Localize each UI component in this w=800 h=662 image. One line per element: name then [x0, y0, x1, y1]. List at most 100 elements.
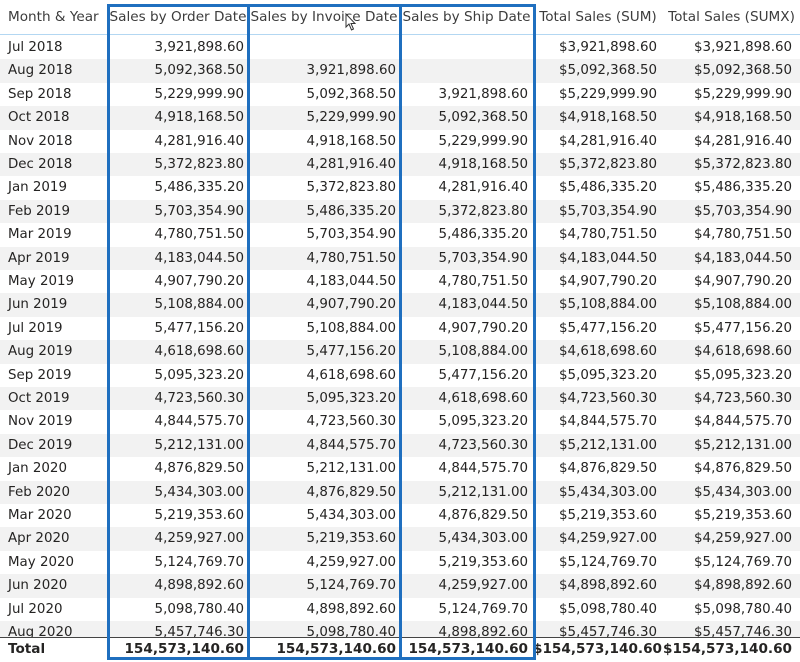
invoice-date-cell: 5,092,368.50: [306, 86, 396, 102]
column-header-month-year[interactable]: Month & Year: [8, 9, 99, 25]
total-sumx-cell: $5,229,999.90: [694, 86, 792, 102]
table-row[interactable]: Jul 2020 5,098,780.40 4,898,892.60 5,124,76…: [0, 598, 800, 621]
table-row[interactable]: Jul 2018 3,921,898.60 $3,921,898.60 $3,921,…: [0, 36, 800, 59]
total-sum-cell: $4,918,168.50: [559, 110, 657, 126]
order-date-cell: 4,183,044.50: [154, 250, 244, 266]
ship-date-cell: [400, 36, 533, 59]
row-month: May 2019: [8, 274, 75, 289]
header-divider: [0, 34, 800, 35]
total-sum-cell: $4,780,751.50: [559, 227, 657, 243]
order-date-cell: 5,092,368.50: [154, 63, 244, 79]
total-sumx-cell: $5,486,335.20: [694, 180, 792, 196]
invoice-date-cell: 4,723,560.30: [306, 414, 396, 430]
total-sumx-cell: $5,124,769.70: [694, 554, 792, 570]
table-row[interactable]: May 2019 4,907,790.20 4,183,044.50 4,780,75…: [0, 270, 800, 293]
ship-date-cell: 5,477,156.20: [438, 367, 528, 383]
column-header-sales-by-order-date[interactable]: Sales by Order Date: [109, 9, 247, 25]
table-row[interactable]: Nov 2019 4,844,575.70 4,723,560.30 5,095,32…: [0, 410, 800, 433]
row-month: Jul 2018: [8, 40, 63, 55]
table-row[interactable]: Oct 2018 4,918,168.50 5,229,999.90 5,092,36…: [0, 106, 800, 130]
row-month: Nov 2018: [8, 133, 73, 149]
row-month: Dec 2019: [8, 437, 73, 453]
order-date-cell: 5,434,303.00: [154, 484, 244, 500]
order-date-cell: 4,780,751.50: [154, 227, 244, 243]
table-row[interactable]: Sep 2019 5,095,323.20 4,618,698.60 5,477,15…: [0, 364, 800, 387]
column-header-sales-by-ship-date[interactable]: Sales by Ship Date: [402, 9, 531, 25]
total-sum-cell: $4,898,892.60: [559, 578, 657, 594]
total-sum-cell: $4,907,790.20: [559, 274, 657, 289]
row-month: Aug 2018: [8, 63, 73, 79]
table-row[interactable]: Feb 2019 5,703,354.90 5,486,335.20 5,372,82…: [0, 199, 800, 224]
table-row[interactable]: Sep 2018 5,229,999.90 5,092,368.50 3,921,89…: [0, 83, 800, 106]
invoice-date-cell: 4,281,916.40: [306, 157, 396, 172]
order-date-cell: 4,898,892.60: [154, 578, 244, 594]
total-sum-cell: $5,212,131.00: [559, 437, 657, 453]
total-sumx-cell: $4,723,560.30: [694, 391, 792, 406]
total-sum-cell: $4,281,916.40: [559, 133, 657, 149]
order-date-cell: 5,124,769.70: [154, 554, 244, 570]
total-sum-cell: $5,457,746.30: [559, 625, 657, 640]
ship-date-cell: 5,219,353.60: [438, 554, 528, 570]
row-month: Aug 2020: [8, 625, 73, 640]
order-date-cell: 4,281,916.40: [154, 133, 244, 149]
table-row[interactable]: Mar 2019 4,780,751.50 5,703,354.90 5,486,33…: [0, 223, 800, 246]
ship-date-cell: 5,108,884.00: [438, 344, 528, 360]
order-date-cell: 4,876,829.50: [154, 461, 244, 477]
total-sumx-cell: $5,212,131.00: [694, 437, 792, 453]
total-sumx-cell: $4,281,916.40: [694, 133, 792, 149]
column-header-sales-by-invoice-date[interactable]: Sales by Invoice Date: [250, 9, 398, 25]
invoice-date-cell: 4,907,790.20: [306, 297, 396, 313]
order-date-cell: 5,095,323.20: [154, 367, 244, 383]
table-row[interactable]: May 2020 5,124,769.70 4,259,927.00 5,219,35…: [0, 551, 800, 574]
row-month: Sep 2019: [8, 367, 72, 383]
table-row[interactable]: Jan 2019 5,486,335.20 5,372,823.80 4,281,91…: [0, 176, 800, 199]
total-sum-cell: $5,434,303.00: [559, 484, 657, 500]
table-row[interactable]: Aug 2019 4,618,698.60 5,477,156.20 5,108,88…: [0, 340, 800, 364]
table-row[interactable]: Feb 2020 5,434,303.00 4,876,829.50 5,212,13…: [0, 480, 800, 504]
row-month: Apr 2019: [8, 250, 70, 266]
table-row[interactable]: Oct 2019 4,723,560.30 5,095,323.20 4,618,69…: [0, 387, 800, 411]
total-sumx-cell: $4,618,698.60: [694, 344, 792, 360]
total-sumx-cell: $4,907,790.20: [694, 274, 792, 289]
total-sumx-cell: $4,183,044.50: [694, 250, 792, 266]
table-row[interactable]: Dec 2019 5,212,131.00 4,844,575.70 4,723,56…: [0, 433, 800, 458]
total-sum-cell: $5,108,884.00: [559, 297, 657, 313]
table-row[interactable]: Jun 2020 4,898,892.60 5,124,769.70 4,259,92…: [0, 574, 800, 598]
row-month: Jan 2019: [8, 180, 67, 196]
invoice-date-cell: 4,780,751.50: [306, 250, 396, 266]
order-date-cell: 4,723,560.30: [154, 391, 244, 406]
table-row[interactable]: Jan 2020 4,876,829.50 5,212,131.00 4,844,57…: [0, 457, 800, 480]
row-month: Nov 2019: [8, 414, 73, 430]
ship-date-cell: 4,898,892.60: [438, 625, 528, 640]
ship-date-cell: 4,918,168.50: [438, 157, 528, 172]
invoice-date-cell: 5,124,769.70: [306, 578, 396, 594]
ship-date-cell: 5,703,354.90: [438, 250, 528, 266]
column-header-total-sales-sumx[interactable]: Total Sales (SUMX): [668, 9, 795, 25]
table-row[interactable]: Jul 2019 5,477,156.20 5,108,884.00 4,907,79…: [0, 317, 800, 340]
ship-date-cell: 4,876,829.50: [438, 508, 528, 523]
invoice-date-cell: 5,477,156.20: [306, 344, 396, 360]
table-row[interactable]: Nov 2018 4,281,916.40 4,918,168.50 5,229,99…: [0, 130, 800, 153]
total-cell: 154,573,140.60: [408, 641, 528, 657]
total-sumx-cell: $5,477,156.20: [694, 320, 792, 336]
row-month: Jun 2019: [8, 297, 68, 313]
table-row[interactable]: Apr 2019 4,183,044.50 4,780,751.50 5,703,35…: [0, 246, 800, 270]
total-sum-cell: $4,618,698.60: [559, 344, 657, 360]
table-row[interactable]: Apr 2020 4,259,927.00 5,219,353.60 5,434,30…: [0, 527, 800, 551]
invoice-date-cell: 4,844,575.70: [306, 437, 396, 453]
total-sum-cell: $5,372,823.80: [559, 157, 657, 172]
total-sumx-cell: $3,921,898.60: [694, 40, 792, 55]
table-row[interactable]: Mar 2020 5,219,353.60 5,434,303.00 4,876,82…: [0, 504, 800, 527]
invoice-date-cell: 4,898,892.60: [306, 601, 396, 617]
table-row[interactable]: Jun 2019 5,108,884.00 4,907,790.20 4,183,04…: [0, 293, 800, 317]
order-date-cell: 4,918,168.50: [154, 110, 244, 126]
ship-date-cell: 3,921,898.60: [438, 86, 528, 102]
order-date-cell: 4,259,927.00: [154, 531, 244, 547]
row-month: Jul 2019: [8, 320, 63, 336]
ship-date-cell: 5,212,131.00: [438, 484, 528, 500]
table-row[interactable]: Aug 2018 5,092,368.50 3,921,898.60 $5,092,3…: [0, 59, 800, 83]
order-date-cell: 5,703,354.90: [154, 203, 244, 219]
table-row[interactable]: Dec 2018 5,372,823.80 4,281,916.40 4,918,16…: [0, 153, 800, 177]
invoice-date-cell: 4,918,168.50: [306, 133, 396, 149]
column-header-total-sales-sum[interactable]: Total Sales (SUM): [539, 9, 657, 25]
